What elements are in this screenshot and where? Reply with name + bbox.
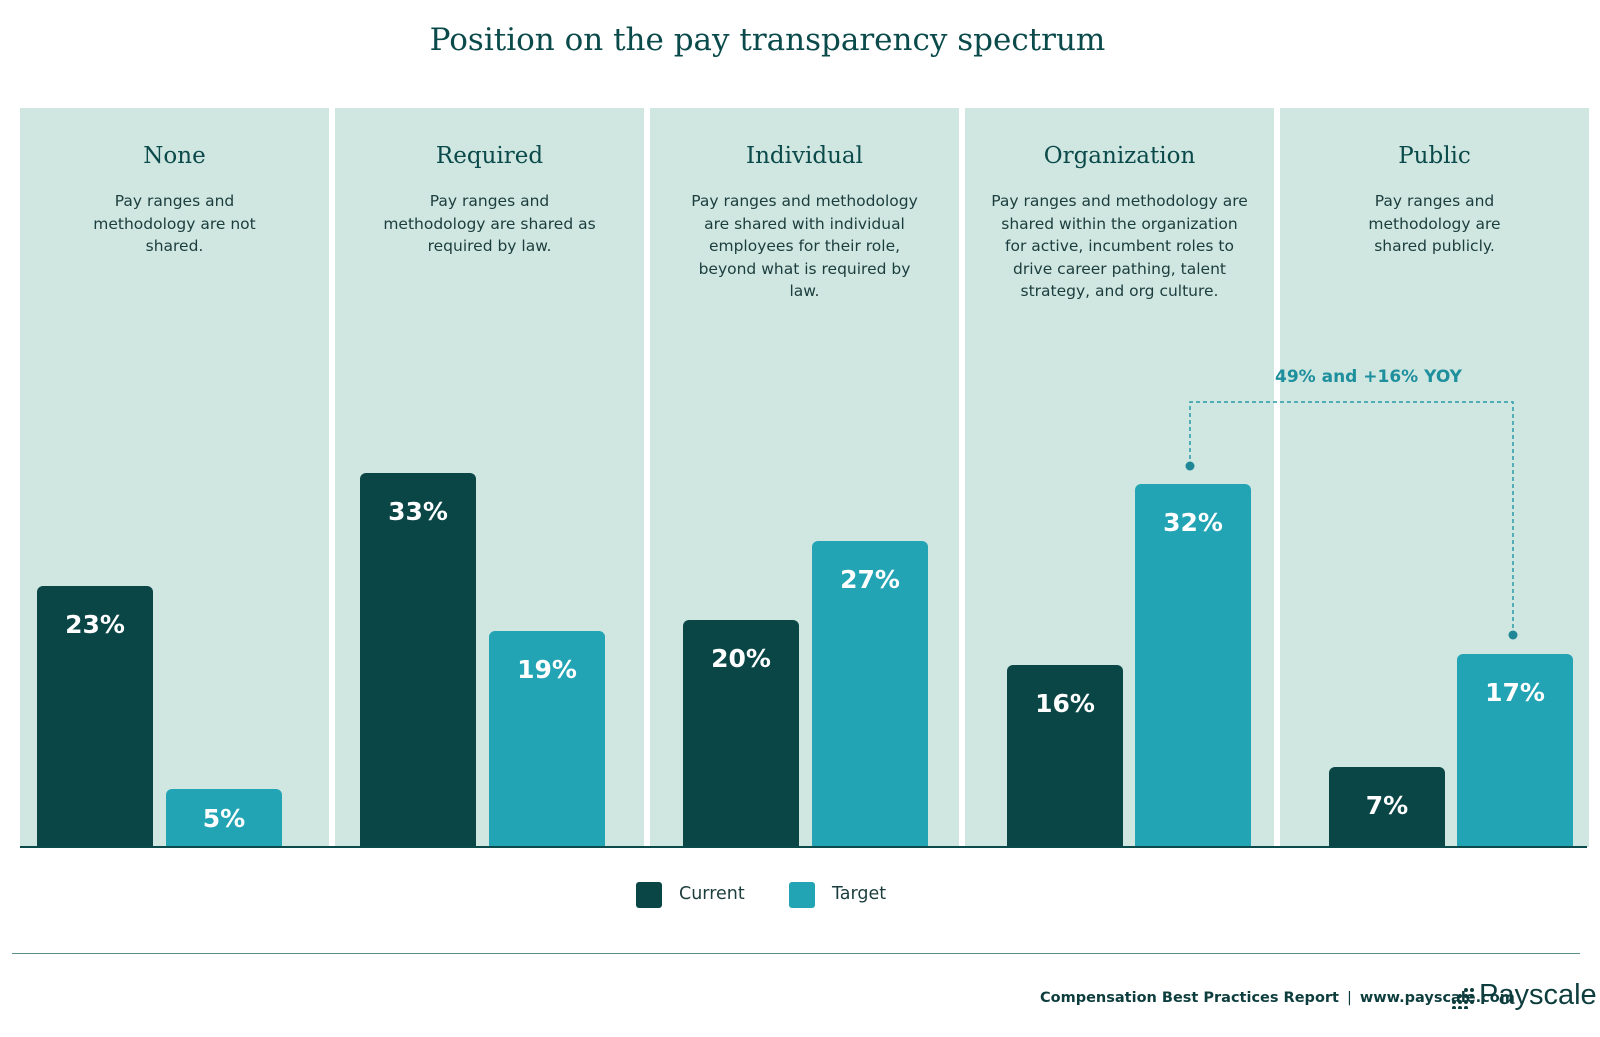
data-label-current-public: 7% — [1365, 791, 1409, 820]
data-label-target-individual: 27% — [840, 565, 900, 594]
data-label-current-individual: 20% — [711, 644, 771, 673]
category-label: Public — [1398, 143, 1471, 169]
report-name: Compensation Best Practices Report — [1040, 990, 1339, 1006]
logo-dots-icon — [1452, 988, 1474, 1009]
category-label: Individual — [746, 143, 863, 169]
category-label: Required — [435, 143, 544, 169]
chart-title: Position on the pay transparency spectru… — [429, 22, 1106, 58]
bar-current-required — [360, 473, 476, 846]
bar-current-individual — [683, 620, 799, 846]
category-label: None — [143, 143, 206, 169]
bar-current-organization — [1007, 665, 1123, 846]
footer-separator: | — [1347, 990, 1352, 1006]
data-label-target-none: 5% — [202, 804, 246, 833]
legend-label-target: Target — [832, 884, 887, 904]
category-description: Pay ranges and methodology are not share… — [93, 192, 256, 255]
data-label-target-organization: 32% — [1163, 508, 1223, 537]
data-label-current-none: 23% — [65, 610, 125, 639]
category-label: Organization — [1043, 143, 1196, 169]
bar-target-individual — [812, 541, 928, 846]
data-label-target-public: 17% — [1485, 678, 1545, 707]
bar-target-none — [166, 789, 282, 846]
x-axis-baseline — [20, 846, 1587, 848]
data-label-current-required: 33% — [388, 497, 448, 526]
legend-swatch-target — [789, 882, 815, 908]
website-link[interactable]: www.payscale.com — [1359, 990, 1515, 1006]
bar-current-none — [37, 586, 153, 846]
footer-divider — [12, 953, 1580, 954]
data-label-current-organization: 16% — [1035, 689, 1095, 718]
bar-target-required — [489, 631, 605, 846]
bar-target-public — [1457, 654, 1573, 846]
logo-wordmark: Payscale — [1479, 979, 1597, 1011]
category-description: Pay ranges and methodology are shared wi… — [991, 192, 1248, 300]
category-description: Pay ranges and methodology are shared wi… — [691, 192, 918, 300]
bar-target-organization — [1135, 484, 1251, 846]
legend-swatch-current — [636, 882, 662, 908]
category-description: Pay ranges and methodology are shared pu… — [1368, 192, 1501, 255]
yoy-annotation-label: 49% and +16% YOY — [1275, 367, 1462, 387]
footer-credit: Compensation Best Practices Report | www.p… — [1040, 990, 1515, 1006]
bar-current-public — [1329, 767, 1445, 846]
data-label-target-required: 19% — [517, 655, 577, 684]
legend-label-current: Current — [679, 884, 745, 904]
category-description: Pay ranges and methodology are shared as… — [383, 192, 596, 255]
